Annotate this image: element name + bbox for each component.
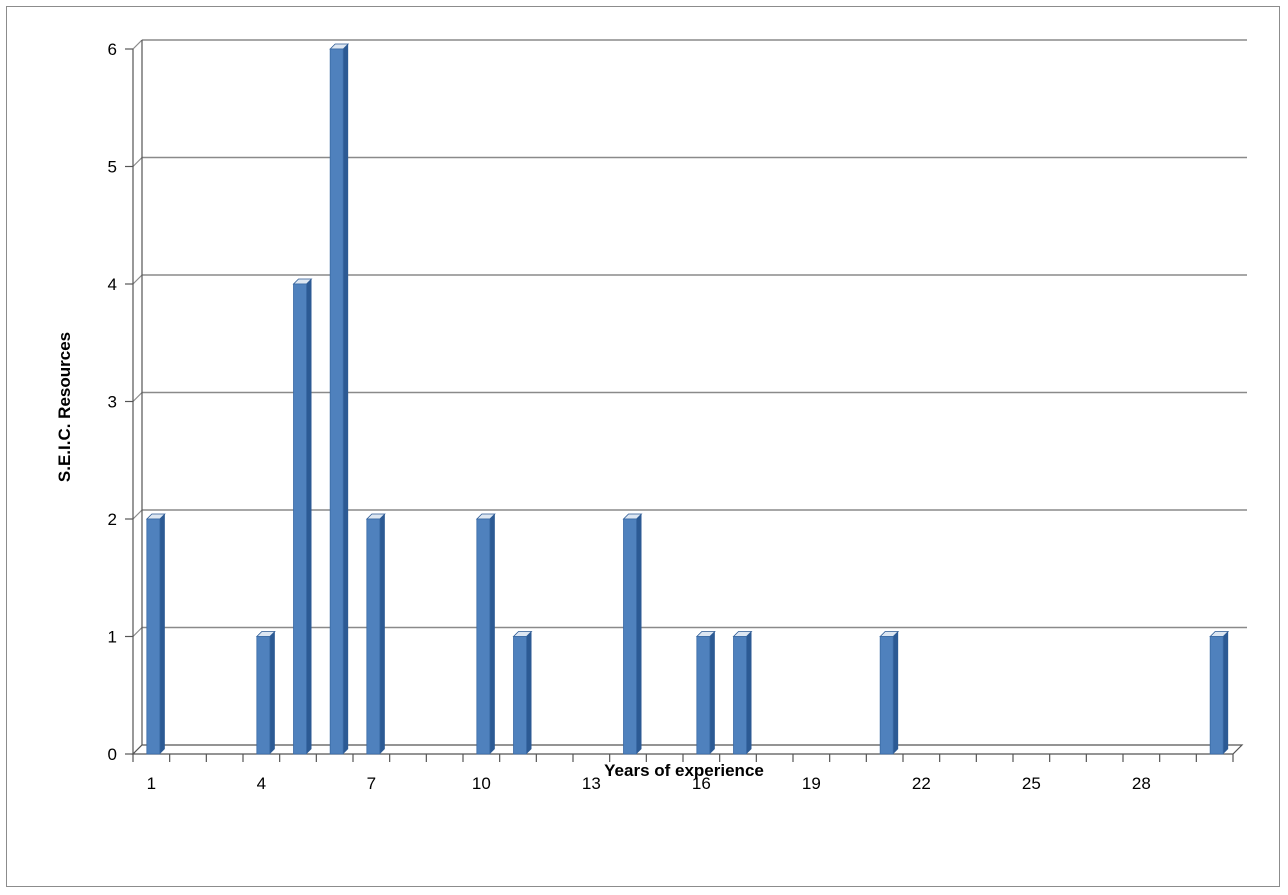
y-tick-label: 1 [108,628,117,647]
bar [475,513,496,755]
x-tick-label: 4 [257,774,266,793]
bar [622,513,643,755]
x-tick-label: 22 [912,774,931,793]
gridlines [132,39,1247,755]
bar [879,631,900,755]
bar-side [343,44,349,754]
x-axis-title: Years of experience [604,761,764,780]
bar [292,278,313,755]
x-tick-label: 16 [692,774,711,793]
x-tick-label: 13 [582,774,601,793]
gridline-connector [132,274,143,285]
gridline-connector [132,627,143,637]
bar [1209,631,1230,755]
bar-front [733,636,747,755]
bar [695,631,716,755]
bar-side [746,631,752,754]
bar [329,43,350,755]
bar-front [366,518,381,755]
gridline-connector [132,39,143,50]
bars [145,43,1230,755]
bar [512,631,533,755]
y-tick-label: 0 [108,745,117,764]
gridline-connector [132,157,143,167]
x-tick-label: 10 [472,774,491,793]
y-tick-label: 2 [108,510,117,529]
y-tick-label: 6 [108,40,117,59]
bar-front [146,518,161,755]
x-tick-label: 28 [1132,774,1151,793]
y-axis-title: S.E.I.C. Resources [55,332,74,482]
bar-front [879,636,894,755]
bar-side [306,279,312,754]
bar-side [379,514,385,754]
bar-side [489,514,495,754]
y-tick-label: 3 [108,393,117,412]
tick-labels: 0 1 2 3 4 5 6 1 4 7 10 13 16 19 22 25 28 [108,40,1151,793]
bar-front [513,636,527,755]
gridline-connector [132,509,143,520]
bar [145,513,166,755]
axes [125,40,1244,762]
bar [732,631,753,755]
bar-front [696,636,711,755]
bar-chart: 0 1 2 3 4 5 6 1 4 7 10 13 16 19 22 25 28 Years of experi… [55,39,1247,793]
x-tick-label: 19 [802,774,821,793]
bar-side [636,514,642,754]
bar-front [623,518,637,755]
bar-front [256,636,271,755]
x-tick-label: 7 [367,774,376,793]
x-tick-label: 1 [147,774,156,793]
x-tick-label: 25 [1022,774,1041,793]
gridline-connector [132,392,143,402]
bar-front [476,518,491,755]
y-tick-label: 4 [108,275,117,294]
bar-front [1209,636,1224,755]
bar-side [1223,631,1229,754]
bar-front [329,48,344,755]
chart-frame: 0 1 2 3 4 5 6 1 4 7 10 13 16 19 22 25 28 Years of experi… [6,6,1280,887]
bar-side [159,514,165,754]
bar [255,631,276,755]
bar-side [709,631,715,754]
bar [365,513,386,755]
bar-side [269,631,275,754]
bar-side [893,631,899,754]
bar-front [293,283,307,755]
bar-side [526,631,532,754]
y-tick-label: 5 [108,158,117,177]
